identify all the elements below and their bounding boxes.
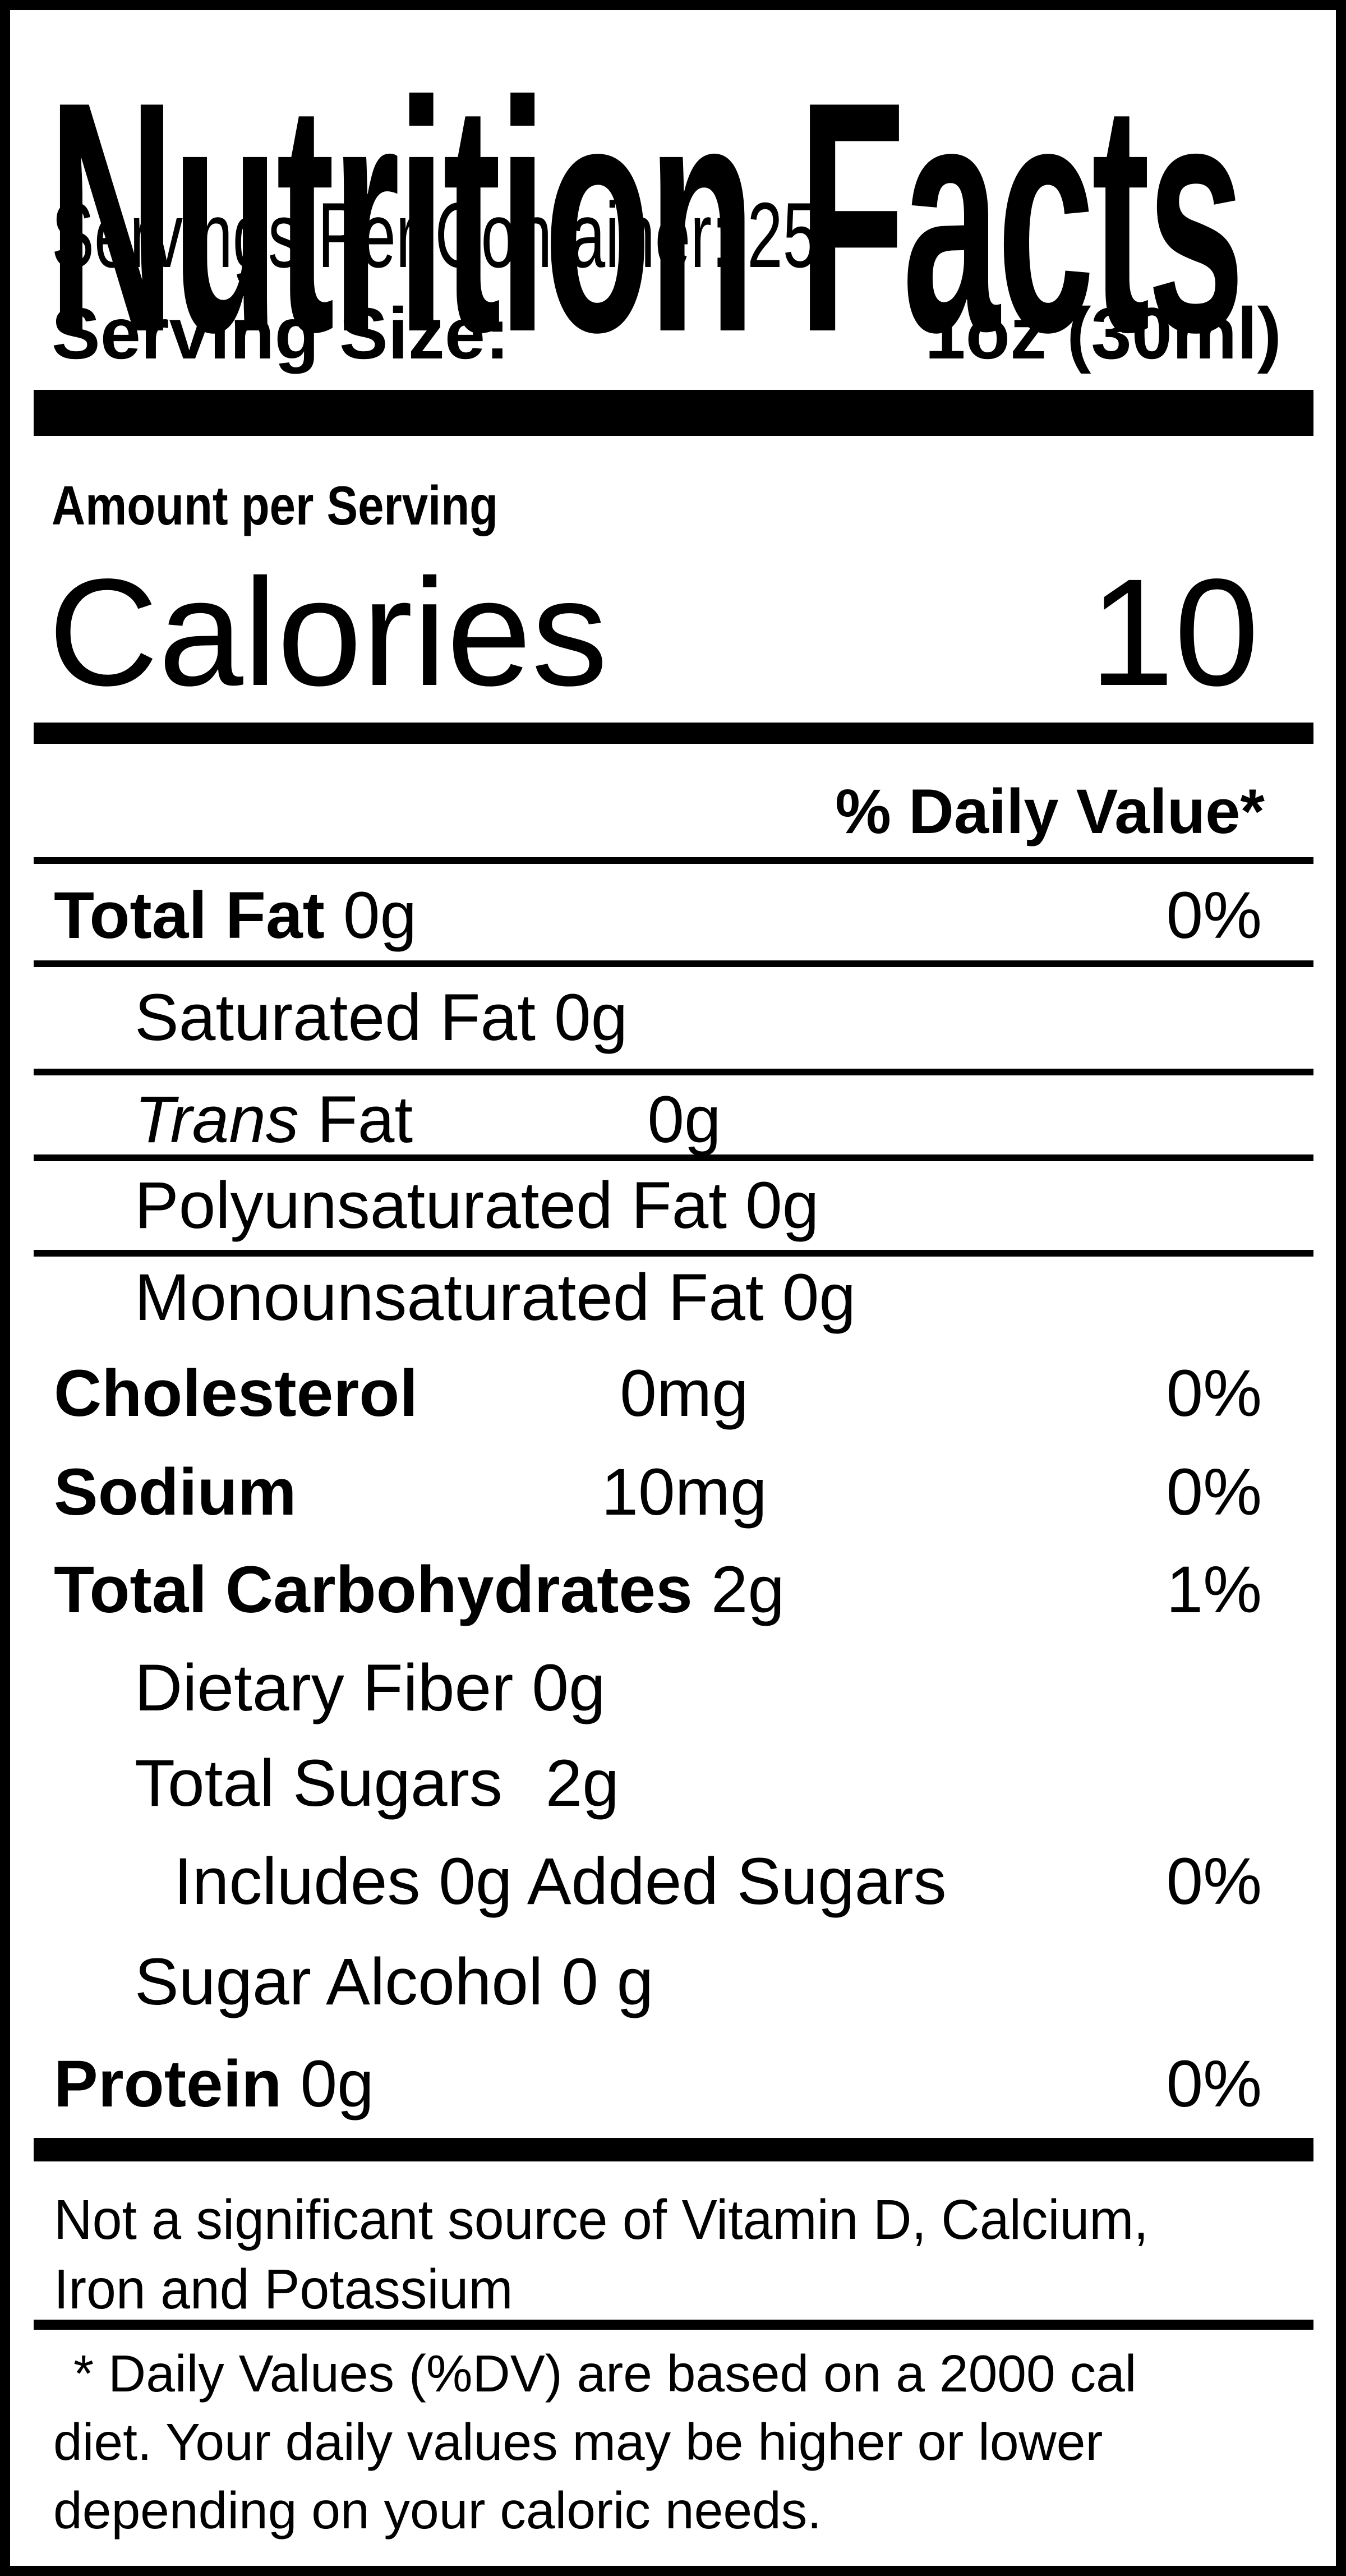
nutrient-amount: 0g (782, 1261, 856, 1335)
serving-size-value: 1oz (30ml) (925, 292, 1282, 374)
thick-divider-top (34, 390, 1313, 436)
row-sodium: Sodium 10mg 0% (0, 1459, 1346, 1543)
nutrient-name: Cholesterol (54, 1356, 418, 1430)
thin-divider (34, 1154, 1313, 1161)
amount-per-serving-label: Amount per Serving (52, 475, 499, 536)
calories-label: Calories (48, 547, 608, 717)
daily-value-header: % Daily Value* (835, 776, 1265, 847)
nutrient-dv: 1% (1166, 1553, 1262, 1627)
row-cholesterol: Cholesterol 0mg 0% (0, 1360, 1346, 1445)
row-trans-fat: Trans Fat 0g (0, 1087, 1346, 1171)
row-sugar-alcohol: Sugar Alcohol 0 g (0, 1949, 1346, 2033)
note-line: Iron and Potassium (54, 2258, 513, 2321)
thick-divider-calories (34, 723, 1313, 744)
footnote-divider (34, 2320, 1313, 2330)
servings-label: Servings Per Container: (52, 183, 730, 287)
nutrient-name: Total Fat 0g (54, 878, 417, 953)
row-saturated-fat: Saturated Fat 0g (0, 985, 1346, 1069)
row-dietary-fiber: Dietary Fiber 0g (0, 1655, 1346, 1739)
footnote-line: depending on your caloric needs. (53, 2481, 822, 2540)
nutrient-dv: 0% (1166, 2047, 1262, 2121)
row-polyunsaturated-fat: Polyunsaturated Fat 0g (0, 1172, 1346, 1257)
serving-size-label: Serving Size: (52, 292, 510, 374)
label-title: Nutrition Facts (48, 33, 1244, 400)
nutrient-dv: 0% (1166, 1356, 1262, 1430)
nutrient-name: Sodium (54, 1455, 297, 1529)
nutrient-name: Sugar Alcohol 0 g (135, 1945, 654, 2019)
footnote-line: diet. Your daily values may be higher or… (53, 2413, 1103, 2471)
servings-value: 25 (747, 183, 818, 287)
servings-per-container: Servings Per Container: 25 (52, 189, 818, 282)
note-line: Not a significant source of Vitamin D, C… (54, 2188, 1149, 2251)
thin-divider (34, 960, 1313, 967)
nutrient-name: Total Carbohydrates 2g (54, 1553, 785, 1627)
nutrient-name: Saturated Fat 0g (135, 981, 628, 1055)
nutrient-amount: 2g (545, 1746, 619, 1820)
row-protein: Protein 0g 0% (0, 2051, 1346, 2135)
row-total-fat: Total Fat 0g 0% (0, 882, 1346, 967)
nutrient-amount: 2g (711, 1553, 785, 1627)
thick-divider-bottom (34, 2138, 1313, 2161)
nutrient-amount: 0g (745, 1169, 819, 1243)
nutrient-amount: 0 g (561, 1945, 654, 2019)
nutrient-amount: 10mg (601, 1455, 767, 1529)
nutrient-dv: 0% (1166, 1844, 1262, 1919)
nutrient-amount: 0mg (620, 1356, 749, 1430)
nutrient-dv: 0% (1166, 1455, 1262, 1529)
nutrient-name: Dietary Fiber 0g (135, 1651, 606, 1725)
nutrient-dv: 0% (1166, 878, 1262, 953)
row-monounsaturated-fat: Monounsaturated Fat 0g (0, 1264, 1346, 1349)
nutrient-amount: 0g (554, 981, 628, 1055)
nutrient-amount: 0g (647, 1083, 721, 1157)
daily-value-footnote: * Daily Values (%DV) are based on a 2000… (53, 2339, 1136, 2545)
nutrient-name: Protein 0g (54, 2047, 374, 2121)
nutrient-name: Polyunsaturated Fat 0g (135, 1169, 819, 1243)
thin-divider (34, 857, 1313, 864)
not-significant-note: Not a significant source of Vitamin D, C… (54, 2185, 1149, 2324)
nutrient-amount: 0g (300, 2047, 374, 2121)
thin-divider (34, 1250, 1313, 1257)
row-total-sugars: Total Sugars 2g (0, 1750, 1346, 1834)
nutrient-name: Includes 0g Added Sugars (174, 1844, 947, 1919)
thin-divider (34, 1069, 1313, 1075)
nutrient-amount: 0g (532, 1651, 606, 1725)
nutrient-amount: 0g (343, 878, 417, 953)
row-total-carbohydrates: Total Carbohydrates 2g 1% (0, 1557, 1346, 1641)
row-added-sugars: Includes 0g Added Sugars 0% (0, 1848, 1346, 1933)
nutrient-name: Monounsaturated Fat 0g (135, 1261, 856, 1335)
nutrient-name: Total Sugars 2g (135, 1746, 619, 1820)
nutrient-name: Trans Fat (135, 1083, 413, 1157)
trans-italic: Trans (135, 1083, 299, 1157)
calories-value: 10 (1089, 547, 1259, 717)
footnote-line: * Daily Values (%DV) are based on a 2000… (73, 2344, 1137, 2403)
